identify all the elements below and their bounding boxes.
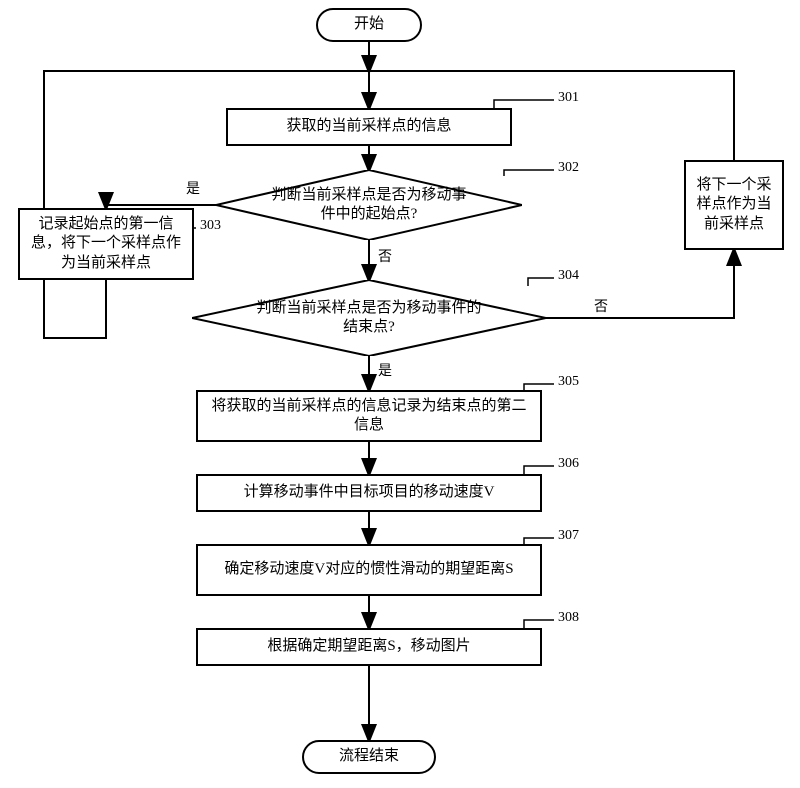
process-next-sample: 将下一个采样点作为当前采样点 xyxy=(684,160,784,250)
terminator-start-label: 开始 xyxy=(354,15,384,35)
process-307-label: 确定移动速度V对应的惯性滑动的期望距离S xyxy=(224,560,513,580)
ref-302: 302 xyxy=(558,160,579,176)
process-303: 记录起始点的第一信息，将下一个采样点作为当前采样点 xyxy=(18,208,194,280)
ref-301: 301 xyxy=(558,90,579,106)
ref-304: 304 xyxy=(558,268,579,284)
terminator-end: 流程结束 xyxy=(302,740,436,774)
terminator-start: 开始 xyxy=(316,8,422,42)
process-301: 获取的当前采样点的信息 xyxy=(226,108,512,146)
process-307: 确定移动速度V对应的惯性滑动的期望距离S xyxy=(196,544,542,596)
label-d302-no: 否 xyxy=(378,246,392,266)
process-301-label: 获取的当前采样点的信息 xyxy=(286,117,451,137)
terminator-end-label: 流程结束 xyxy=(339,747,399,767)
ref-303: 303 xyxy=(200,218,221,234)
ref-308: 308 xyxy=(558,610,579,626)
ref-307: 307 xyxy=(558,528,579,544)
process-305: 将获取的当前采样点的信息记录为结束点的第二信息 xyxy=(196,390,542,442)
decision-304: 判断当前采样点是否为移动事件的结束点? xyxy=(192,280,546,356)
process-305-label: 将获取的当前采样点的信息记录为结束点的第二信息 xyxy=(206,397,532,436)
decision-302: 判断当前采样点是否为移动事件中的起始点? xyxy=(216,170,522,240)
ref-306: 306 xyxy=(558,456,579,472)
process-308: 根据确定期望距离S，移动图片 xyxy=(196,628,542,666)
label-d304-no: 否 xyxy=(594,296,608,316)
label-d302-yes: 是 xyxy=(186,178,200,198)
process-306: 计算移动事件中目标项目的移动速度V xyxy=(196,474,542,512)
process-next-sample-label: 将下一个采样点作为当前采样点 xyxy=(694,176,774,235)
process-308-label: 根据确定期望距离S，移动图片 xyxy=(267,637,470,657)
process-303-label: 记录起始点的第一信息，将下一个采样点作为当前采样点 xyxy=(28,215,184,274)
label-d304-yes: 是 xyxy=(378,360,392,380)
process-306-label: 计算移动事件中目标项目的移动速度V xyxy=(244,483,495,503)
ref-305: 305 xyxy=(558,374,579,390)
